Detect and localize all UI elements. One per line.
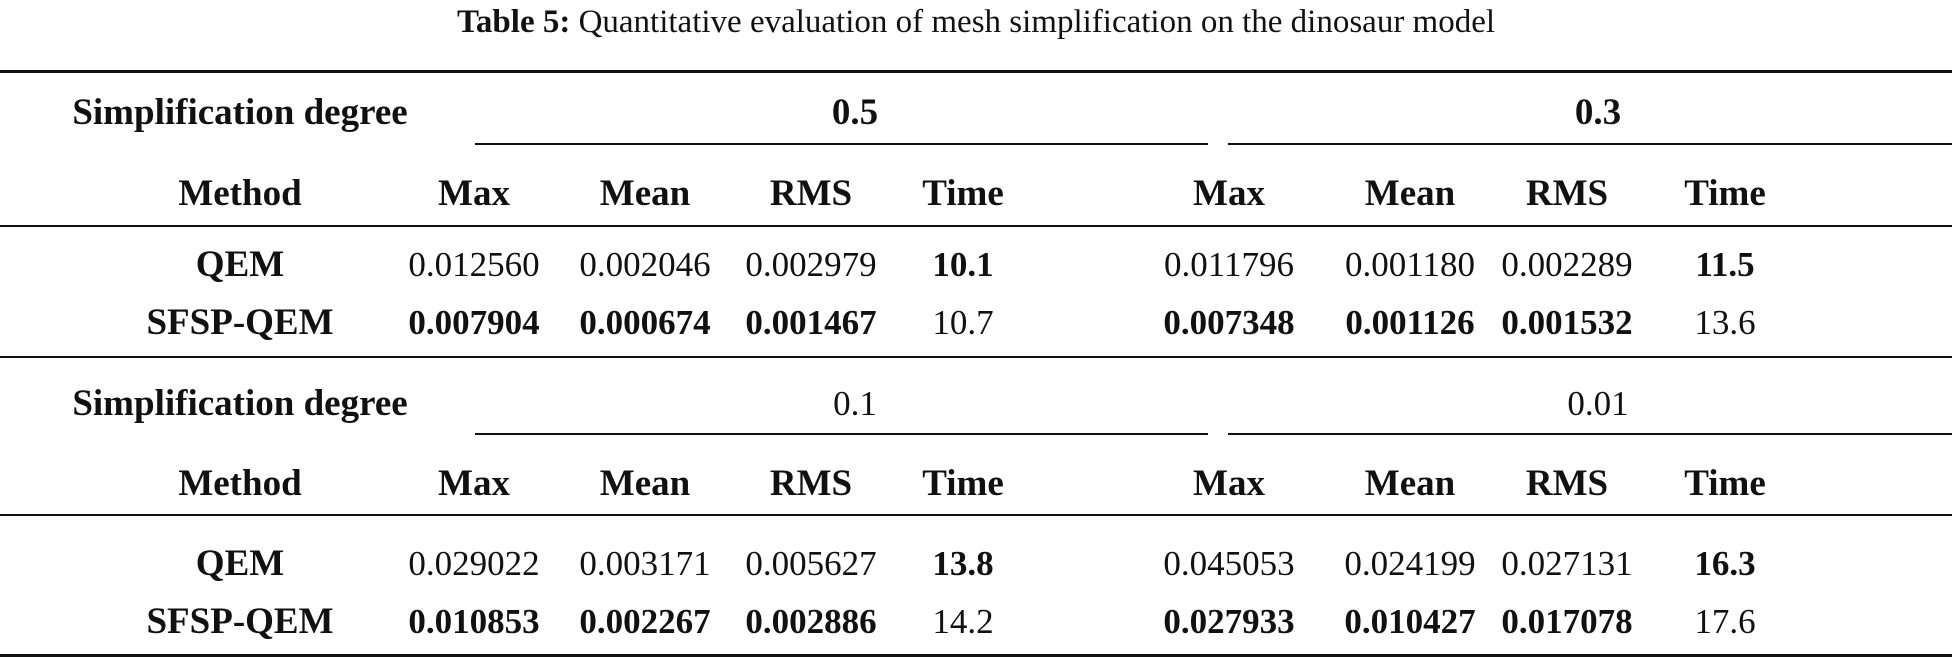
caption-label: Table 5: — [456, 4, 571, 40]
group-underline — [1228, 143, 1952, 145]
header-rule — [0, 225, 1952, 227]
degree-group-header: 0.1 — [833, 384, 877, 423]
column-header: Mean — [599, 173, 691, 214]
bottom-rule — [0, 654, 1952, 657]
degree-group-header: 0.5 — [831, 92, 879, 133]
method-name: SFSP-QEM — [146, 601, 334, 642]
column-header: RMS — [769, 173, 853, 214]
table-cell: 0.007904 — [408, 303, 540, 342]
table-cell: 17.6 — [1694, 602, 1756, 641]
column-header: RMS — [769, 463, 853, 504]
table-cell: 11.5 — [1695, 245, 1755, 284]
table-cell: 16.3 — [1694, 544, 1756, 583]
table-cell: 13.8 — [932, 544, 994, 583]
table-cell: 0.011796 — [1164, 245, 1294, 284]
table-cell: 0.002046 — [579, 245, 711, 284]
column-header: Time — [1684, 463, 1766, 504]
table-cell: 0.002886 — [745, 602, 877, 641]
table-cell: 10.7 — [932, 303, 994, 342]
table-cell: 0.045053 — [1163, 544, 1295, 583]
table-cell: 0.002289 — [1501, 245, 1633, 284]
table-cell: 0.010853 — [408, 602, 540, 641]
column-header: RMS — [1525, 463, 1609, 504]
degree-group-header: 0.3 — [1574, 92, 1622, 133]
group-underline — [475, 433, 1208, 435]
table-cell: 0.005627 — [745, 544, 877, 583]
caption-text: Quantitative evaluation of mesh simplifi… — [570, 4, 1496, 40]
header-rule — [0, 514, 1952, 516]
table-caption: Table 5: Quantitative evaluation of mesh… — [0, 0, 1952, 44]
table-cell: 13.6 — [1694, 303, 1756, 342]
column-header: RMS — [1525, 173, 1609, 214]
method-header: Method — [178, 463, 302, 504]
method-name: QEM — [195, 543, 285, 584]
table-cell: 0.001126 — [1345, 303, 1475, 342]
table-cell: 0.007348 — [1163, 303, 1295, 342]
method-name: SFSP-QEM — [146, 302, 334, 343]
block-separator-rule — [0, 356, 1952, 358]
degree-group-header: 0.01 — [1567, 384, 1629, 423]
table-cell: 0.017078 — [1501, 602, 1633, 641]
table-cell: 0.002979 — [745, 245, 877, 284]
table-cell: 14.2 — [932, 602, 994, 641]
degree-label: Simplification degree — [72, 92, 408, 133]
table-cell: 0.001467 — [745, 303, 877, 342]
table-cell: 0.001180 — [1345, 245, 1475, 284]
table-cell: 0.001532 — [1501, 303, 1633, 342]
column-header: Max — [438, 463, 510, 504]
group-underline — [1228, 433, 1952, 435]
column-header: Time — [1684, 173, 1766, 214]
table-cell: 0.024199 — [1344, 544, 1476, 583]
table-cell: 0.002267 — [579, 602, 711, 641]
table-cell: 0.000674 — [579, 303, 711, 342]
top-rule — [0, 70, 1952, 73]
column-header: Max — [1193, 463, 1265, 504]
column-header: Time — [922, 173, 1004, 214]
column-header: Mean — [599, 463, 691, 504]
method-header: Method — [178, 173, 302, 214]
degree-label: Simplification degree — [72, 383, 408, 424]
table-cell: 0.027131 — [1501, 544, 1633, 583]
column-header: Time — [922, 463, 1004, 504]
column-header: Mean — [1364, 463, 1456, 504]
group-underline — [475, 143, 1208, 145]
column-header: Mean — [1364, 173, 1456, 214]
method-name: QEM — [195, 244, 285, 285]
column-header: Max — [438, 173, 510, 214]
table-cell: 0.003171 — [579, 544, 711, 583]
table-cell: 0.010427 — [1344, 602, 1476, 641]
table-cell: 0.029022 — [408, 544, 540, 583]
table-cell: 0.027933 — [1163, 602, 1295, 641]
table-cell: 10.1 — [932, 245, 994, 284]
table-cell: 0.012560 — [408, 245, 540, 284]
column-header: Max — [1193, 173, 1265, 214]
